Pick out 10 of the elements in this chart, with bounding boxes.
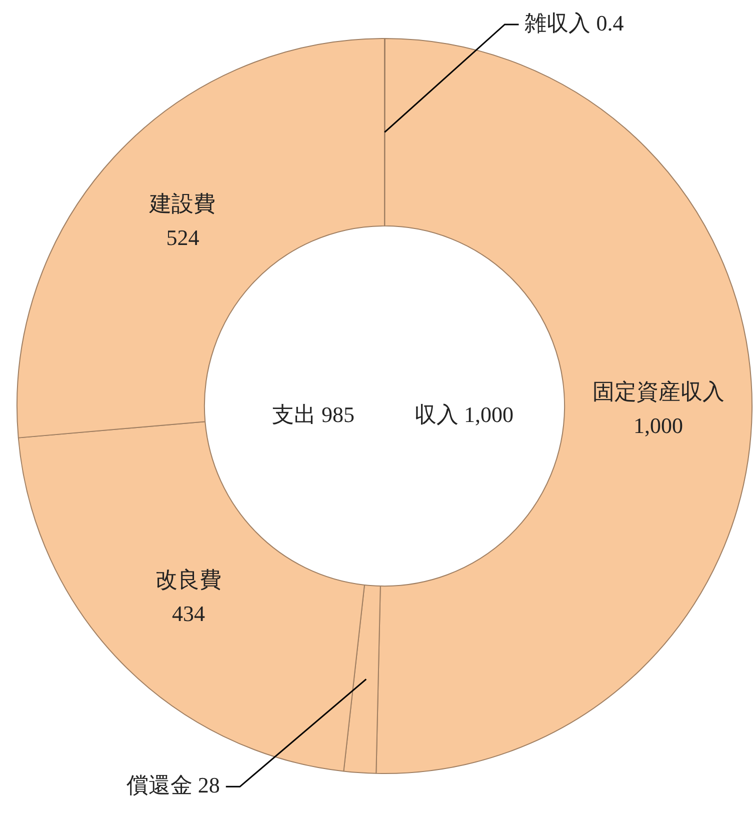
slice-label: 償還金 28 [126, 772, 220, 798]
data-label: 434 [172, 600, 206, 626]
data-label: 524 [166, 224, 200, 250]
slice-label: 改良費 [156, 566, 222, 592]
text: 収入 1,000 [414, 402, 514, 427]
data-label: 1,000 [634, 413, 684, 438]
slice-label: 固定資産収入 [592, 379, 724, 404]
text: 支出 985 [272, 402, 354, 427]
slice-label: 建設費 [148, 190, 216, 216]
slice-label: 雑収入 0.4 [524, 10, 624, 36]
